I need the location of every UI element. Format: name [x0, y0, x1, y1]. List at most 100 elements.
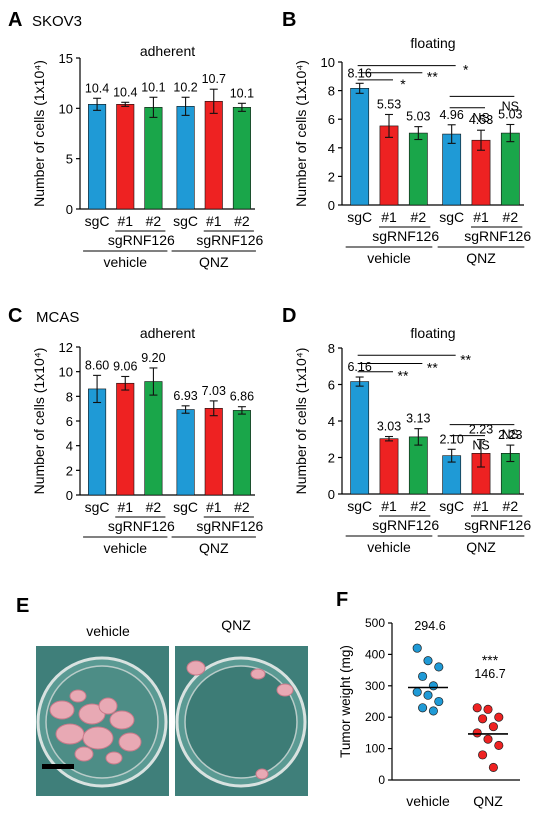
data-label: 7.03: [202, 384, 226, 398]
significance-label: **: [460, 351, 471, 367]
chart-title: adherent: [140, 43, 195, 59]
bar: [500, 132, 520, 206]
y-tick-label: 10: [321, 55, 335, 70]
bar: [144, 381, 163, 496]
mean-label: 146.7: [474, 667, 505, 681]
data-point: [418, 671, 428, 681]
data-point: [494, 712, 504, 722]
data-label: 2.23: [469, 423, 493, 437]
bar: [232, 107, 251, 210]
bar: [204, 100, 223, 210]
panel-letter-e: E: [16, 595, 29, 617]
group-sublabel: sgRNF126: [464, 228, 531, 244]
data-label: 10.7: [202, 72, 226, 86]
data-point: [412, 687, 422, 697]
significance-label: NS: [502, 428, 519, 442]
x-tick-label: #1: [117, 213, 133, 229]
chart-title: floating: [410, 35, 455, 51]
y-tick-label: 4: [328, 141, 335, 156]
data-label: 8.16: [347, 66, 371, 80]
x-tick-label: #1: [117, 499, 133, 515]
y-axis-label: Tumor weight (mg): [338, 645, 353, 758]
data-point: [472, 728, 482, 738]
group-label: vehicle: [367, 539, 411, 555]
x-tick-label: sgC: [85, 213, 110, 229]
scale-bar: [42, 764, 74, 769]
y-tick-label: 100: [365, 742, 385, 756]
y-tick-label: 4: [328, 414, 335, 429]
data-label: 5.53: [377, 97, 401, 111]
data-point: [472, 703, 482, 713]
photo-vehicle-dish: [36, 646, 169, 796]
x-tick-label: #1: [473, 209, 489, 225]
group-label: vehicle: [103, 254, 147, 270]
data-label: 6.86: [230, 390, 254, 404]
data-label: 10.1: [230, 86, 254, 100]
group-label: QNZ: [199, 540, 229, 556]
significance-label: **: [427, 69, 438, 85]
x-tick-label: QNZ: [473, 793, 503, 809]
data-point: [483, 704, 493, 714]
x-tick-label: sgC: [439, 498, 464, 514]
x-tick-label: sgC: [347, 209, 372, 225]
significance-label: NS: [472, 439, 489, 453]
data-point: [428, 706, 438, 716]
group-label: vehicle: [103, 540, 147, 556]
x-tick-label: sgC: [439, 209, 464, 225]
group-label: QNZ: [199, 254, 229, 270]
panel-letter-b: B: [282, 9, 296, 31]
mean-label: 294.6: [414, 619, 445, 633]
chart-b-skov3-floating: floating 0 2 4 6 8 10 Number of cells (1x10⁴) 8.…: [293, 35, 531, 266]
group-sublabel: sgRNF126: [196, 518, 263, 534]
y-tick-label: 8: [328, 341, 335, 356]
y-tick-label: 6: [328, 378, 335, 393]
x-tick-label: #1: [473, 498, 489, 514]
data-label: 10.4: [113, 85, 137, 99]
group-sublabel: sgRNF126: [196, 232, 263, 248]
y-tick-label: 0: [66, 488, 73, 503]
chart-title: floating: [410, 325, 455, 341]
y-tick-label: 15: [59, 51, 73, 66]
data-point: [478, 750, 488, 760]
bar: [176, 106, 195, 210]
x-tick-label: #2: [411, 209, 427, 225]
y-tick-label: 12: [59, 340, 73, 355]
data-label: 6.93: [173, 389, 197, 403]
x-tick-label: sgC: [173, 499, 198, 515]
group-sublabel: sgRNF126: [372, 517, 439, 533]
y-tick-label: 5: [66, 152, 73, 167]
bar: [176, 409, 195, 496]
bar: [408, 132, 428, 206]
group-sublabel: sgRNF126: [108, 518, 175, 534]
data-label: 3.03: [377, 420, 401, 434]
data-label: 10.2: [173, 80, 197, 94]
panel-letter-c: C: [8, 305, 22, 327]
photo-label-qnz: QNZ: [221, 617, 251, 633]
x-tick-label: #1: [381, 498, 397, 514]
y-axis-label: Number of cells (1x10⁴): [293, 60, 309, 207]
bar: [350, 381, 370, 495]
data-label: 2.10: [439, 432, 463, 446]
x-tick-label: #2: [146, 213, 162, 229]
cell-line-label-a: SKOV3: [32, 13, 82, 30]
data-point: [434, 662, 444, 672]
group-label: QNZ: [466, 250, 496, 266]
x-tick-label: #2: [411, 498, 427, 514]
data-point: [483, 734, 493, 744]
data-label: 5.03: [406, 110, 430, 124]
panel-letter-d: D: [282, 305, 296, 327]
y-tick-label: 10: [59, 365, 73, 380]
y-tick-label: 2: [328, 451, 335, 466]
y-tick-label: 300: [365, 679, 385, 693]
data-point: [478, 714, 488, 724]
x-tick-label: #1: [206, 213, 222, 229]
data-point: [412, 643, 422, 653]
significance-label: **: [427, 360, 438, 376]
chart-title: adherent: [140, 325, 195, 341]
data-point: [494, 740, 504, 751]
y-tick-label: 0: [328, 198, 335, 213]
cell-line-label-c: MCAS: [36, 309, 79, 326]
bar: [116, 104, 135, 210]
significance-label: NS: [472, 111, 489, 125]
bar: [232, 410, 251, 496]
